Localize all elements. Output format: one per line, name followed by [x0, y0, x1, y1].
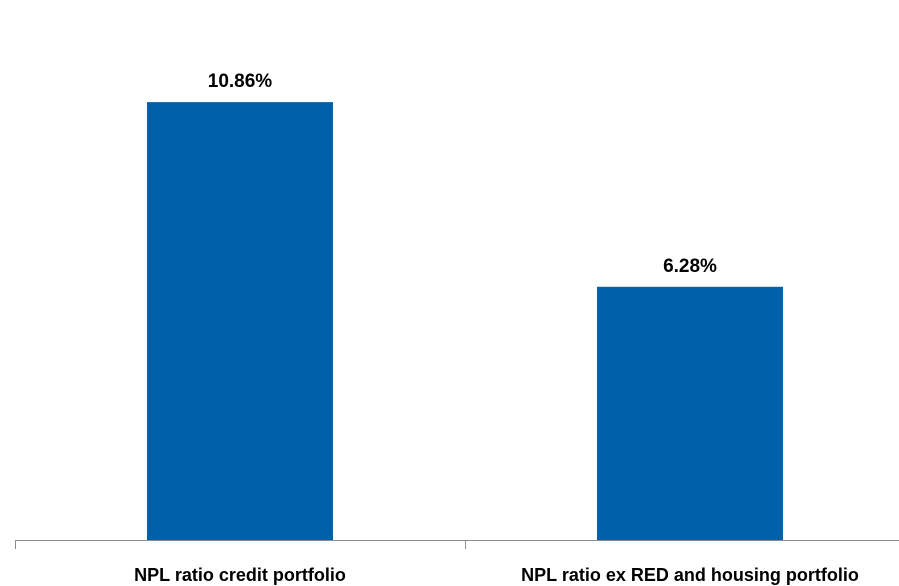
bar-1 — [597, 286, 783, 540]
bar-0 — [147, 102, 333, 540]
data-label-1: 6.28% — [663, 256, 717, 277]
bars-group — [147, 102, 783, 540]
category-labels-group: NPL ratio credit portfolio NPL ratio ex R… — [134, 565, 859, 585]
x-axis-ticks — [15, 540, 466, 549]
category-label-1: NPL ratio ex RED and housing portfolio — [521, 565, 859, 585]
data-labels-group: 10.86% 6.28% — [208, 71, 717, 277]
data-label-0: 10.86% — [208, 71, 273, 92]
category-label-0: NPL ratio credit portfolio — [134, 565, 346, 585]
